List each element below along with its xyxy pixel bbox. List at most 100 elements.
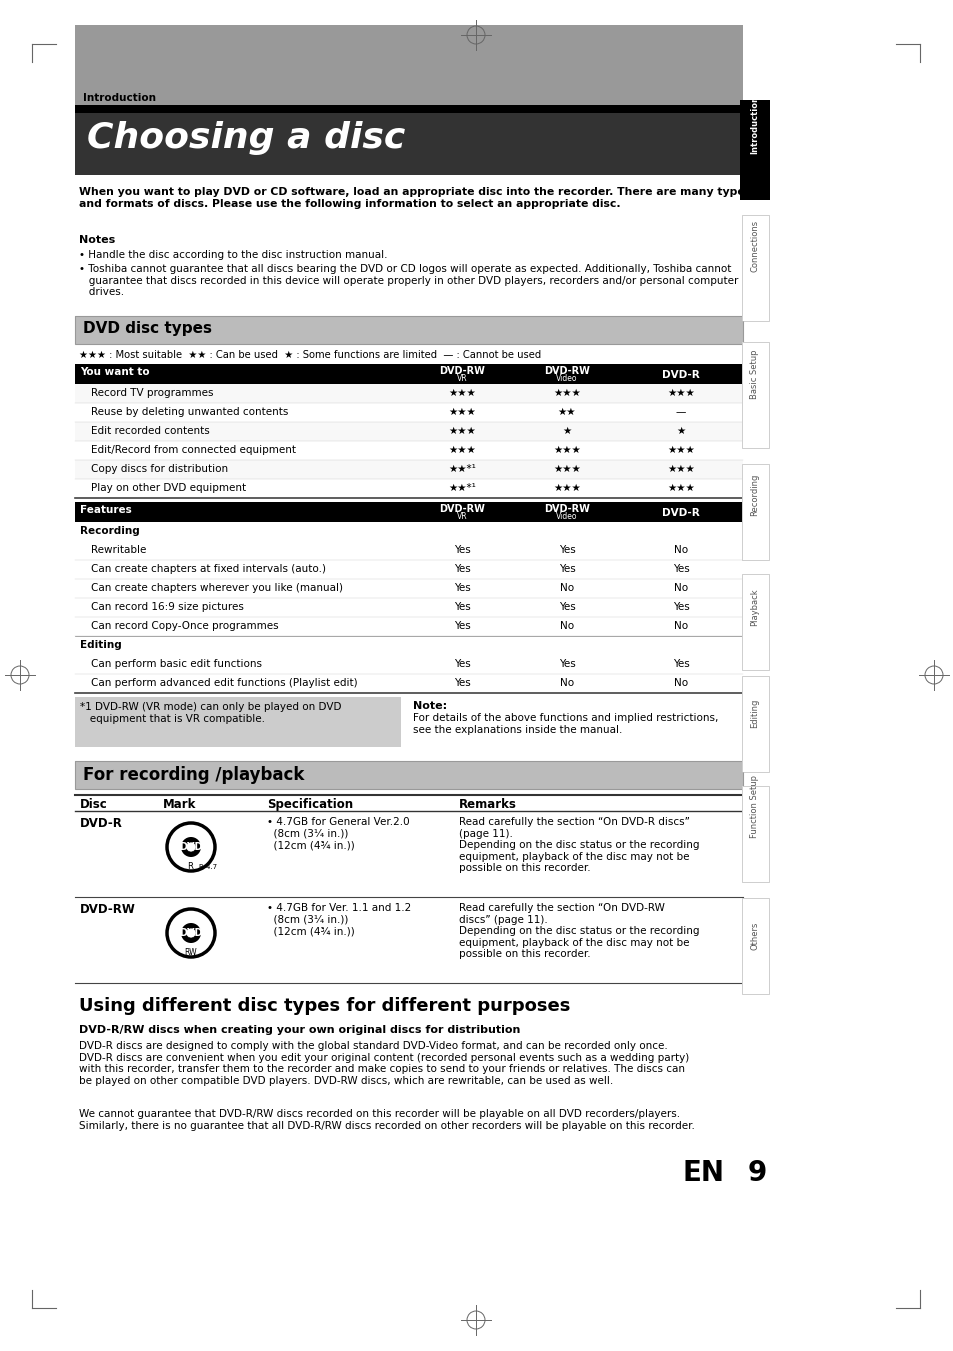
Text: ★★★: ★★★ <box>448 407 476 417</box>
Text: Remarks: Remarks <box>458 798 517 811</box>
Text: Can record 16:9 size pictures: Can record 16:9 size pictures <box>91 603 244 612</box>
Text: Yes: Yes <box>453 584 470 593</box>
Text: Play on other DVD equipment: Play on other DVD equipment <box>91 484 246 493</box>
Text: Record TV programmes: Record TV programmes <box>91 388 213 399</box>
Text: No: No <box>673 544 687 555</box>
Bar <box>75 422 742 440</box>
Bar <box>75 540 742 561</box>
Text: • 4.7GB for General Ver.2.0
  (8cm (3¹⁄₄ in.))
  (12cm (4¾ in.)): • 4.7GB for General Ver.2.0 (8cm (3¹⁄₄ i… <box>267 817 409 850</box>
Bar <box>75 674 742 693</box>
Text: Recording: Recording <box>750 474 759 516</box>
Text: DVD-RW: DVD-RW <box>438 366 484 376</box>
Text: Disc: Disc <box>80 798 108 811</box>
Text: DVD disc types: DVD disc types <box>83 322 212 336</box>
Text: DVD-RW: DVD-RW <box>543 504 589 513</box>
Text: Can perform basic edit functions: Can perform basic edit functions <box>91 659 262 669</box>
Text: ★★★ : Most suitable  ★★ : Can be used  ★ : Some functions are limited  — : Canno: ★★★ : Most suitable ★★ : Can be used ★ :… <box>79 350 540 359</box>
Text: *1 DVD-RW (VR mode) can only be played on DVD
   equipment that is VR compatible: *1 DVD-RW (VR mode) can only be played o… <box>80 703 341 724</box>
Text: Yes: Yes <box>453 544 470 555</box>
Text: For recording /playback: For recording /playback <box>83 766 304 784</box>
Text: DVD: DVD <box>179 928 203 938</box>
Text: No: No <box>559 584 574 593</box>
Bar <box>75 636 742 655</box>
Text: Using different disc types for different purposes: Using different disc types for different… <box>79 997 570 1015</box>
Text: We cannot guarantee that DVD-R/RW discs recorded on this recorder will be playab: We cannot guarantee that DVD-R/RW discs … <box>79 1109 694 1131</box>
Text: R: R <box>187 862 193 871</box>
Bar <box>75 617 742 636</box>
Text: Yes: Yes <box>672 603 689 612</box>
Text: ★★★: ★★★ <box>448 426 476 436</box>
Text: Yes: Yes <box>453 563 470 574</box>
Text: Mark: Mark <box>163 798 196 811</box>
Text: DVD-R: DVD-R <box>661 370 700 380</box>
Text: DVD-R: DVD-R <box>80 817 123 830</box>
Bar <box>75 363 742 384</box>
Text: • Toshiba cannot guarantee that all discs bearing the DVD or CD logos will opera: • Toshiba cannot guarantee that all disc… <box>79 263 738 297</box>
Text: You want to: You want to <box>80 367 150 377</box>
Bar <box>75 113 742 176</box>
Text: R 4.7: R 4.7 <box>199 865 217 870</box>
Text: Yes: Yes <box>558 544 575 555</box>
Text: ★★★: ★★★ <box>666 463 694 474</box>
Circle shape <box>181 923 201 943</box>
Bar <box>75 316 742 345</box>
Bar <box>741 463 768 561</box>
Bar <box>75 697 400 747</box>
Text: VR: VR <box>456 374 467 382</box>
Text: Can create chapters wherever you like (manual): Can create chapters wherever you like (m… <box>91 584 343 593</box>
Bar <box>741 574 768 670</box>
Bar <box>741 215 768 322</box>
Text: No: No <box>673 584 687 593</box>
Text: DVD-R discs are designed to comply with the global standard DVD-Video format, an: DVD-R discs are designed to comply with … <box>79 1042 688 1086</box>
Text: • 4.7GB for Ver. 1.1 and 1.2
  (8cm (3¹⁄₄ in.))
  (12cm (4¾ in.)): • 4.7GB for Ver. 1.1 and 1.2 (8cm (3¹⁄₄ … <box>267 902 411 936</box>
Text: RW: RW <box>185 948 197 957</box>
Text: DVD-R: DVD-R <box>661 508 700 517</box>
Text: Specification: Specification <box>267 798 353 811</box>
Text: ★★★: ★★★ <box>553 484 580 493</box>
Text: No: No <box>559 678 574 688</box>
Bar <box>75 503 742 521</box>
Text: EN: EN <box>682 1159 724 1188</box>
Text: Video: Video <box>556 512 578 521</box>
Text: Choosing a disc: Choosing a disc <box>87 122 405 155</box>
Bar <box>75 521 742 540</box>
Bar <box>75 561 742 580</box>
Text: ★★★: ★★★ <box>448 444 476 455</box>
Text: Video: Video <box>556 374 578 382</box>
Bar <box>75 459 742 480</box>
Text: Can perform advanced edit functions (Playlist edit): Can perform advanced edit functions (Pla… <box>91 678 357 688</box>
Text: ★: ★ <box>561 426 571 436</box>
Circle shape <box>186 928 195 938</box>
Bar <box>741 215 768 322</box>
Text: Yes: Yes <box>453 659 470 669</box>
Bar <box>741 342 768 449</box>
Text: Read carefully the section “On DVD-RW
discs” (page 11).
Depending on the disc st: Read carefully the section “On DVD-RW di… <box>458 902 699 959</box>
Bar <box>741 574 768 670</box>
Text: Introduction: Introduction <box>750 95 759 154</box>
Circle shape <box>186 842 195 852</box>
Text: No: No <box>673 621 687 631</box>
Bar <box>75 403 742 422</box>
Bar <box>741 786 768 882</box>
Bar <box>75 440 742 459</box>
Text: When you want to play DVD or CD software, load an appropriate disc into the reco: When you want to play DVD or CD software… <box>79 186 750 208</box>
Text: Copy discs for distribution: Copy discs for distribution <box>91 463 228 474</box>
Text: Can create chapters at fixed intervals (auto.): Can create chapters at fixed intervals (… <box>91 563 326 574</box>
Text: Yes: Yes <box>453 678 470 688</box>
Text: DVD-R/RW discs when creating your own original discs for distribution: DVD-R/RW discs when creating your own or… <box>79 1025 519 1035</box>
Text: Yes: Yes <box>453 603 470 612</box>
Bar <box>741 676 768 771</box>
Bar <box>75 480 742 499</box>
Bar <box>741 676 768 771</box>
Text: Recording: Recording <box>80 526 139 536</box>
Text: ★★: ★★ <box>558 407 576 417</box>
Text: Yes: Yes <box>453 621 470 631</box>
Text: • Handle the disc according to the disc instruction manual.: • Handle the disc according to the disc … <box>79 250 387 259</box>
Text: ★★★: ★★★ <box>553 444 580 455</box>
Bar <box>75 598 742 617</box>
Text: ★: ★ <box>676 426 685 436</box>
Bar <box>741 342 768 449</box>
Text: ★★*¹: ★★*¹ <box>448 463 476 474</box>
Circle shape <box>167 823 214 871</box>
Text: ★★★: ★★★ <box>553 463 580 474</box>
